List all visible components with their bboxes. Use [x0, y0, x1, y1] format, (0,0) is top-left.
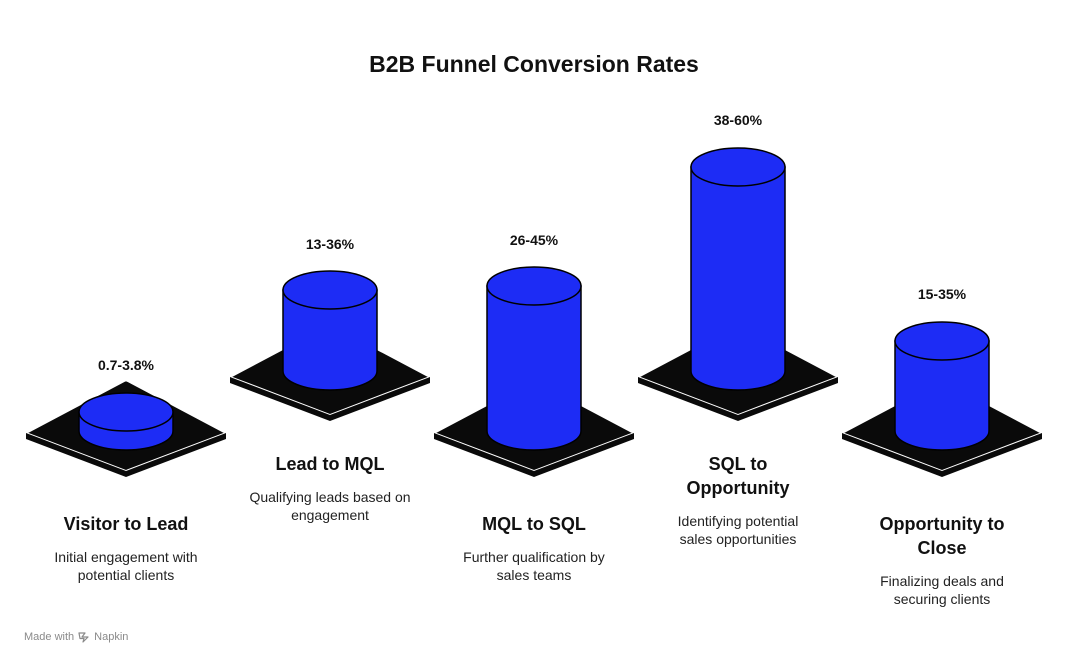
stage-1-caption: Visitor to Lead Initial engagement with … [26, 512, 226, 584]
stage-3-caption: MQL to SQL Further qualification by sale… [434, 512, 634, 584]
stage-5-cylinder [894, 321, 990, 451]
footer-prefix: Made with [24, 631, 75, 643]
stage-4-cylinder [690, 147, 786, 391]
stage-5-name: Opportunity to Close [879, 514, 1005, 558]
footer-brand: Napkin [94, 631, 129, 643]
stage-2-cylinder [282, 270, 378, 391]
stage-2-caption: Lead to MQL Qualifying leads based on en… [230, 452, 430, 524]
stage-1-rate: 0.7-3.8% [97, 357, 155, 373]
diagram-title: B2B Funnel Conversion Rates [369, 51, 699, 77]
stage-3-rate: 26-45% [509, 232, 559, 248]
stage-5-description: Finalizing deals and securing clients [880, 573, 1004, 607]
stage-2-name: Lead to MQL [275, 454, 385, 474]
napkin-logo-icon [78, 632, 89, 643]
stage-4-description: Identifying potential sales opportunitie… [677, 513, 799, 547]
stage-3-cylinder [486, 266, 582, 451]
stage-5-caption: Opportunity to Close Finalizing deals an… [842, 512, 1042, 608]
stage-4-caption: SQL to Opportunity Identifying potential… [638, 452, 838, 548]
stage-4-rate: 38-60% [713, 112, 763, 128]
stage-2-description: Qualifying leads based on engagement [249, 489, 411, 523]
made-with-footer[interactable]: Made with Napkin [24, 631, 128, 643]
stage-2-rate: 13-36% [305, 236, 355, 252]
stage-1-name: Visitor to Lead [63, 514, 189, 534]
stage-3-description: Further qualification by sales teams [463, 549, 605, 583]
stage-1-cylinder [78, 392, 174, 451]
stage-4-name: SQL to Opportunity [686, 454, 790, 498]
stage-5-rate: 15-35% [917, 286, 967, 302]
stage-1-description: Initial engagement with potential client… [54, 549, 198, 583]
stage-3-name: MQL to SQL [482, 514, 586, 534]
